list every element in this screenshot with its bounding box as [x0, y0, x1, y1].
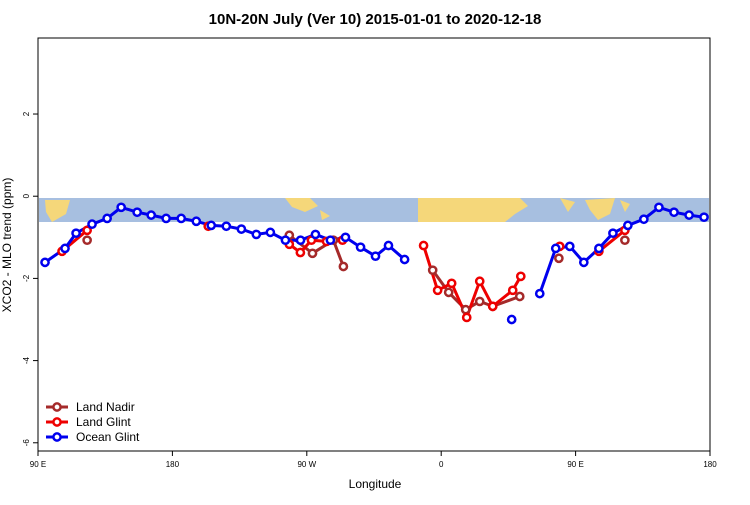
y-tick-label: -6	[22, 439, 31, 447]
y-tick-label: -2	[22, 274, 31, 282]
point	[514, 291, 525, 302]
point	[554, 253, 564, 264]
point	[307, 248, 318, 259]
point	[146, 210, 157, 220]
legend-marker	[52, 417, 62, 427]
point	[534, 288, 545, 299]
point	[60, 243, 70, 254]
x-tick-label: 0	[439, 460, 444, 469]
legend-label: Land Glint	[76, 415, 131, 429]
point	[684, 210, 694, 220]
point	[507, 285, 518, 296]
x-tick-label: 180	[166, 460, 180, 469]
point	[564, 241, 575, 252]
point	[515, 271, 526, 282]
x-axis-label: Longitude	[349, 477, 402, 491]
point	[461, 312, 472, 323]
point	[176, 213, 187, 224]
y-tick-label: 0	[22, 193, 31, 198]
point	[699, 212, 709, 223]
point	[623, 220, 633, 231]
point	[446, 278, 457, 289]
point	[669, 207, 679, 218]
point	[620, 235, 630, 246]
x-tick-label: 90 E	[567, 460, 583, 469]
point	[578, 257, 589, 268]
legend-marker	[52, 402, 62, 412]
point	[550, 243, 561, 254]
point	[161, 213, 171, 224]
point	[432, 285, 443, 296]
y-tick-label: -4	[22, 356, 31, 364]
point	[370, 251, 381, 262]
chart-title: 10N-20N July (Ver 10) 2015-01-01 to 2020…	[209, 11, 542, 28]
point	[383, 240, 394, 251]
x-tick-label: 90 W	[297, 460, 316, 469]
point	[638, 214, 649, 225]
point	[474, 296, 485, 307]
point	[82, 225, 92, 236]
point	[310, 229, 321, 240]
point	[295, 247, 306, 258]
point	[82, 235, 92, 246]
point	[427, 265, 438, 276]
y-axis-label: XCO2 - MLO trend (ppm)	[0, 178, 14, 313]
point	[280, 235, 291, 246]
point	[221, 221, 232, 232]
legend-label: Ocean Glint	[76, 430, 140, 444]
point	[340, 232, 351, 243]
y-tick-label: 2	[22, 111, 31, 116]
point	[71, 228, 81, 239]
point	[295, 235, 306, 246]
point	[191, 216, 202, 227]
x-tick-label: 180	[703, 460, 717, 469]
point	[251, 229, 262, 240]
point	[474, 276, 485, 287]
point	[608, 228, 618, 239]
point	[487, 301, 498, 312]
point	[594, 243, 604, 254]
point	[236, 224, 247, 234]
point	[132, 207, 143, 218]
point	[460, 304, 471, 315]
legend-label: Land Nadir	[76, 400, 135, 414]
point	[399, 254, 410, 265]
point	[116, 202, 127, 213]
x-tick-label: 90 E	[30, 460, 46, 469]
plot-frame	[37, 37, 711, 452]
point	[418, 240, 429, 251]
point	[654, 202, 664, 213]
point	[338, 261, 349, 272]
point	[355, 242, 366, 253]
point	[265, 227, 276, 238]
point	[325, 235, 336, 246]
point	[443, 287, 454, 298]
point	[102, 213, 112, 224]
legend-marker	[52, 432, 62, 442]
point	[206, 220, 217, 231]
point	[87, 219, 97, 230]
point	[506, 314, 517, 325]
point	[40, 257, 50, 268]
